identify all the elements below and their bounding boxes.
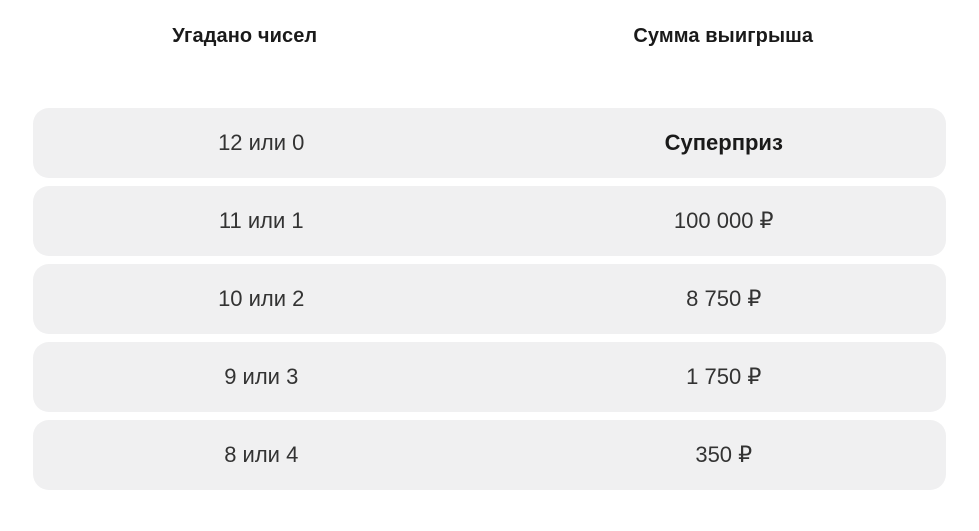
guessed-numbers-value: 10 или 2 (218, 286, 305, 311)
table-row: 9 или 3 1 750 ₽ (33, 342, 946, 412)
table-row: 10 или 2 8 750 ₽ (33, 264, 946, 334)
table-row: 11 или 1 100 000 ₽ (33, 186, 946, 256)
guessed-numbers-value: 9 или 3 (224, 364, 299, 389)
guessed-numbers-value: 12 или 0 (218, 130, 305, 155)
prize-amount-value: Суперприз (664, 130, 783, 155)
table-row: 12 или 0 Суперприз (33, 108, 946, 178)
guessed-numbers-value: 11 или 1 (218, 208, 304, 233)
header-guessed-numbers: Угадано чисел (172, 25, 318, 47)
guessed-numbers-value: 8 или 4 (224, 442, 299, 467)
prize-table-rows: 12 или 0 Суперприз 11 или 1 100 000 ₽ 10… (33, 108, 946, 490)
prize-table-header: Угадано чисел Сумма выигрыша (0, 0, 979, 48)
table-row: 8 или 4 350 ₽ (33, 420, 946, 490)
prize-amount-value: 350 ₽ (695, 442, 753, 467)
header-prize-amount: Сумма выигрыша (633, 25, 814, 47)
prize-amount-value: 100 000 ₽ (673, 208, 774, 233)
prize-table: Угадано чисел Сумма выигрыша 12 или 0 Су… (0, 0, 979, 490)
prize-amount-value: 1 750 ₽ (686, 364, 762, 389)
prize-amount-value: 8 750 ₽ (686, 286, 762, 311)
